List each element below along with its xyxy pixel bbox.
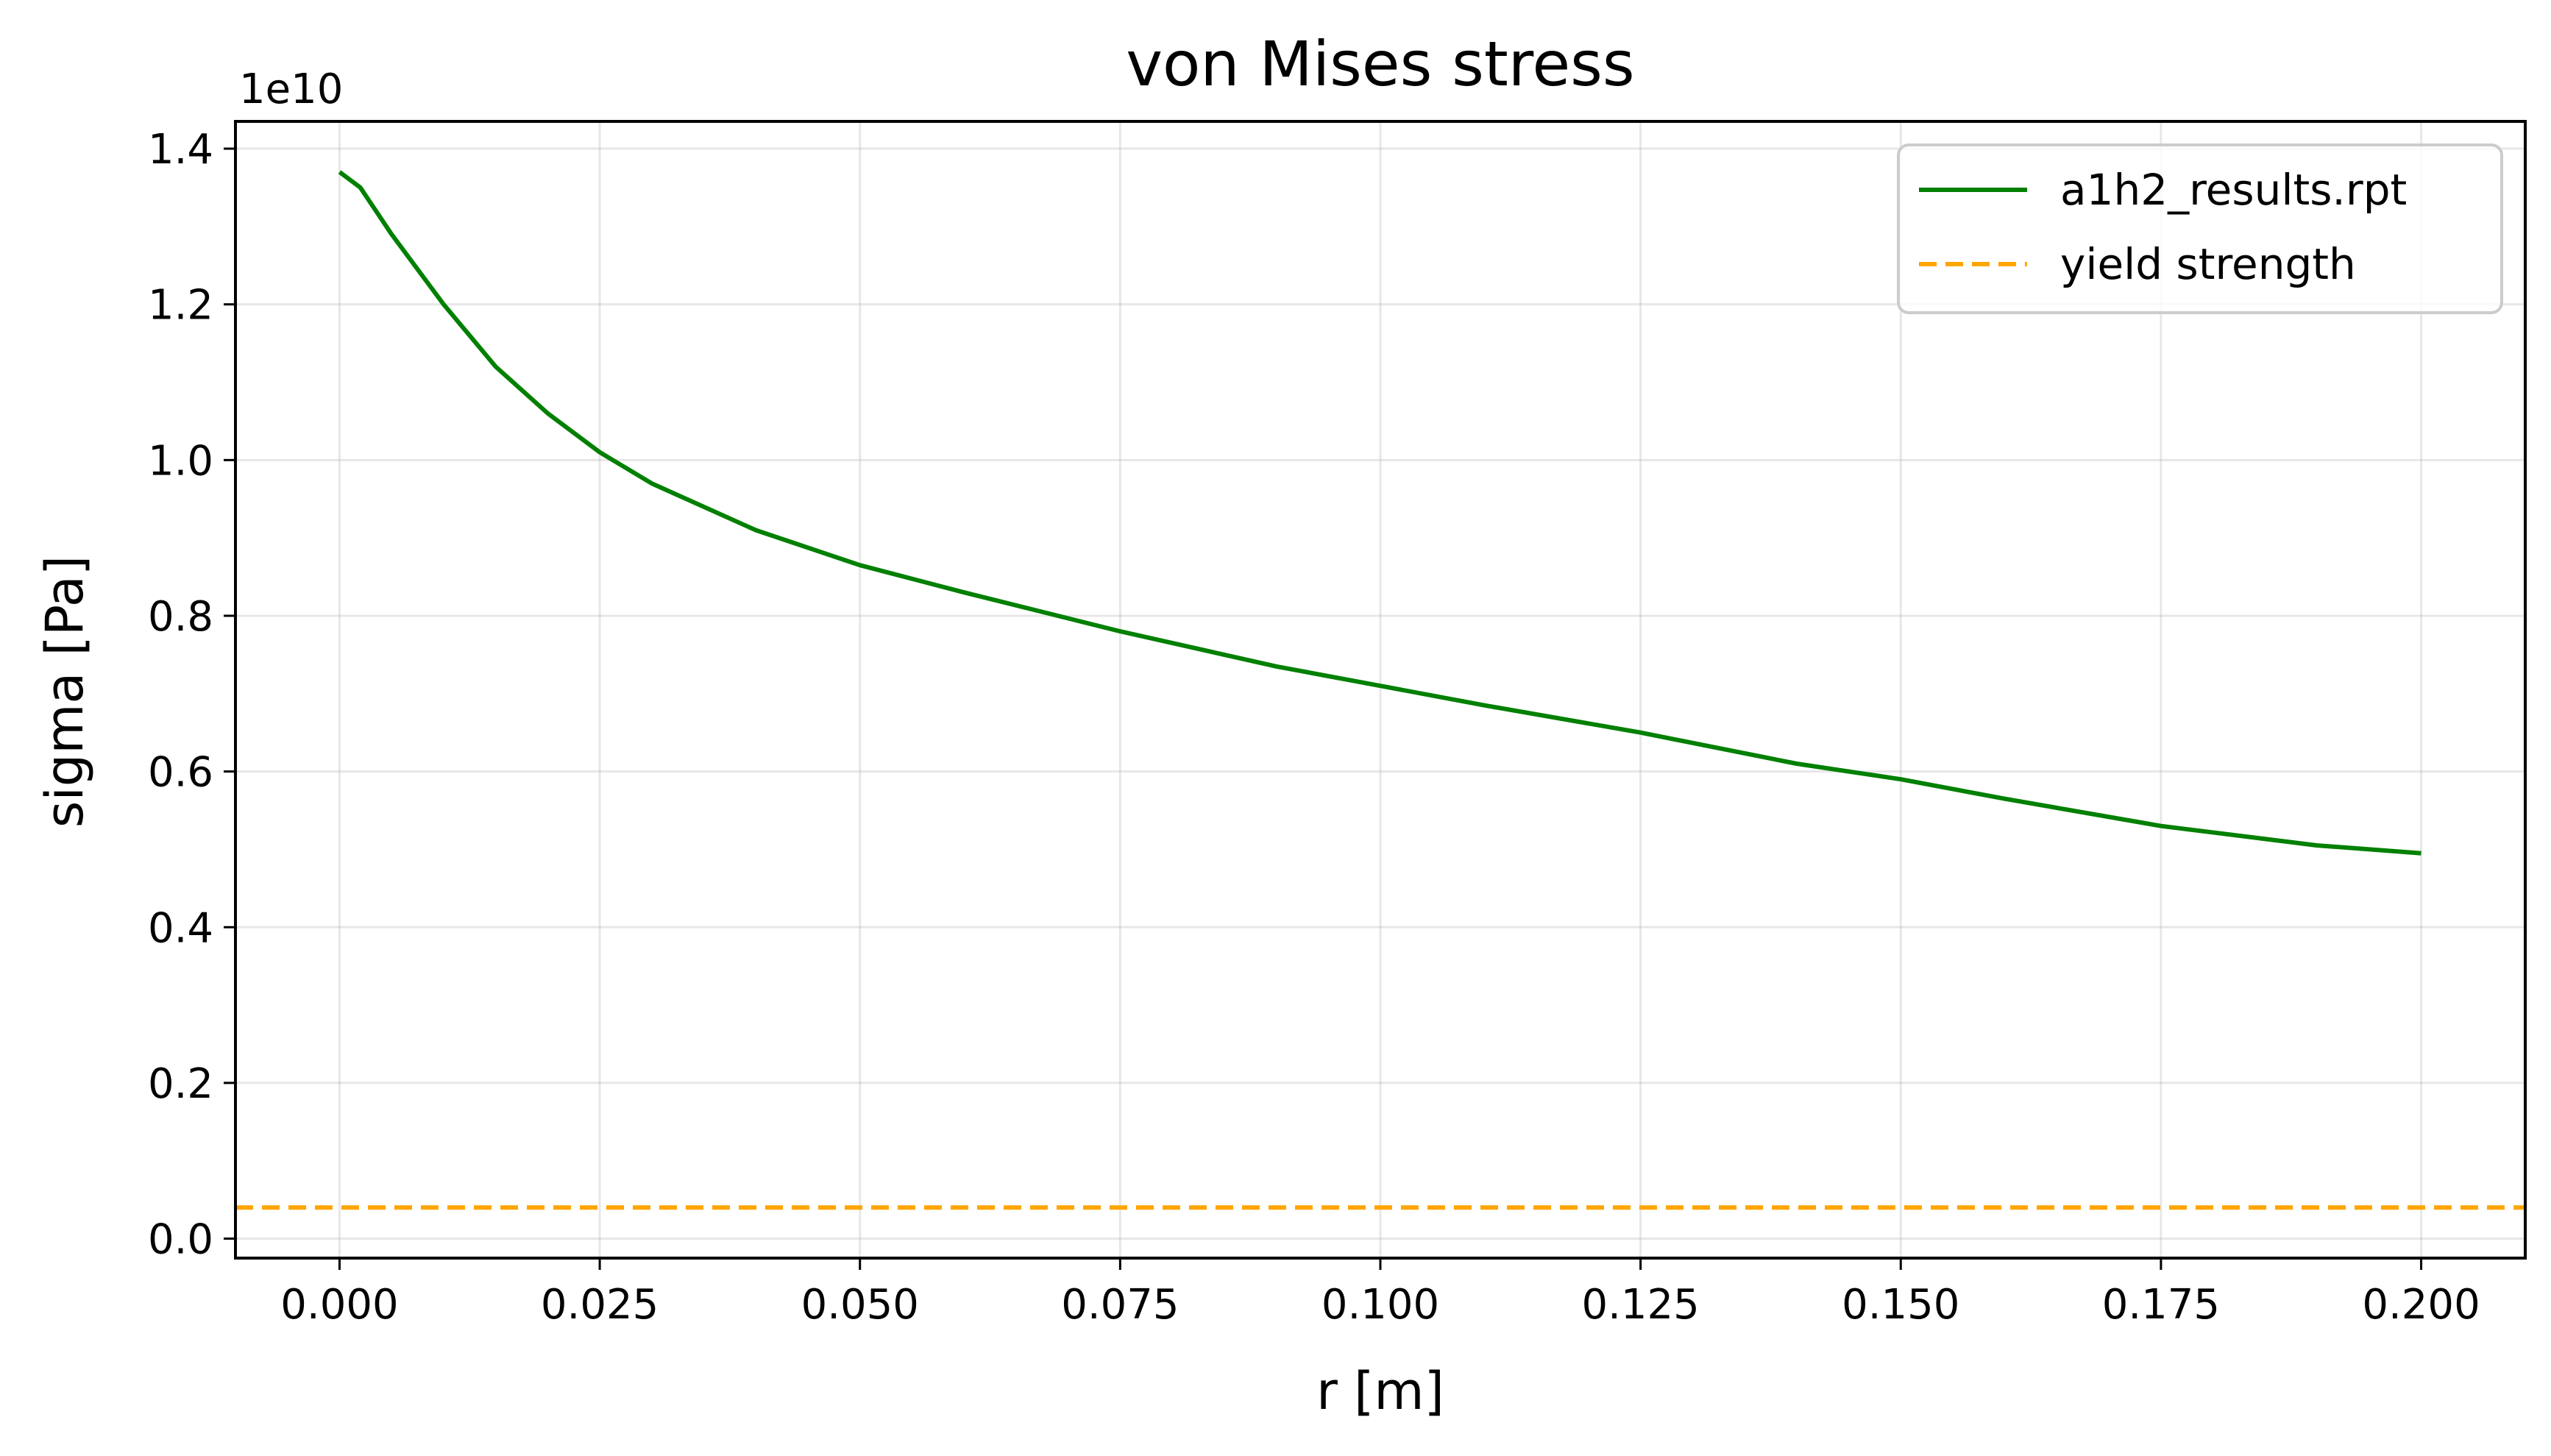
series-line-a1h2-results — [338, 170, 2422, 856]
y-axis-label: sigma [Pa] — [35, 555, 95, 828]
legend-box — [1897, 143, 2503, 314]
x-tick-label: 0.075 — [1061, 1281, 1179, 1329]
y-offset-label: 1e10 — [239, 65, 343, 113]
y-tick-label: 1.4 — [148, 126, 213, 174]
y-tick-label: 0.4 — [148, 904, 213, 952]
x-axis-label: r [m] — [1316, 1361, 1444, 1421]
x-axis: 0.000 0.025 0.050 0.075 0.100 0.125 0.150 0.175… — [280, 1258, 2480, 1329]
y-tick-label: 0.6 — [148, 749, 213, 797]
x-tick-label: 0.200 — [2362, 1281, 2480, 1329]
plot-lines — [235, 170, 2525, 1210]
x-tick-label: 0.025 — [541, 1281, 659, 1329]
y-tick-label: 1.2 — [148, 282, 213, 330]
y-tick-label: 0.0 — [148, 1216, 213, 1264]
x-tick-label: 0.000 — [280, 1281, 398, 1329]
x-tick-label: 0.100 — [1321, 1281, 1439, 1329]
legend: a1h2_results.rpt yield strength — [1897, 143, 2503, 314]
chart-title: von Mises stress — [1126, 28, 1634, 100]
x-tick-label: 0.175 — [2102, 1281, 2220, 1329]
y-tick-label: 0.8 — [148, 593, 213, 641]
x-tick-label: 0.125 — [1581, 1281, 1699, 1329]
legend-label-yield-strength: yield strength — [2060, 239, 2356, 289]
x-tick-label: 0.150 — [1842, 1281, 1959, 1329]
legend-label-a1h2-results: a1h2_results.rpt — [2060, 165, 2407, 215]
y-axis: 0.0 0.2 0.4 0.6 0.8 1.0 1.2 1.4 — [148, 126, 235, 1264]
y-tick-label: 1.0 — [148, 437, 213, 485]
y-tick-label: 0.2 — [148, 1060, 213, 1108]
x-tick-label: 0.050 — [801, 1281, 919, 1329]
